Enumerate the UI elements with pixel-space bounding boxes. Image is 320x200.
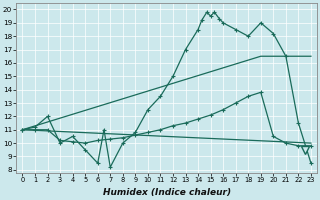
X-axis label: Humidex (Indice chaleur): Humidex (Indice chaleur) [103,188,231,197]
